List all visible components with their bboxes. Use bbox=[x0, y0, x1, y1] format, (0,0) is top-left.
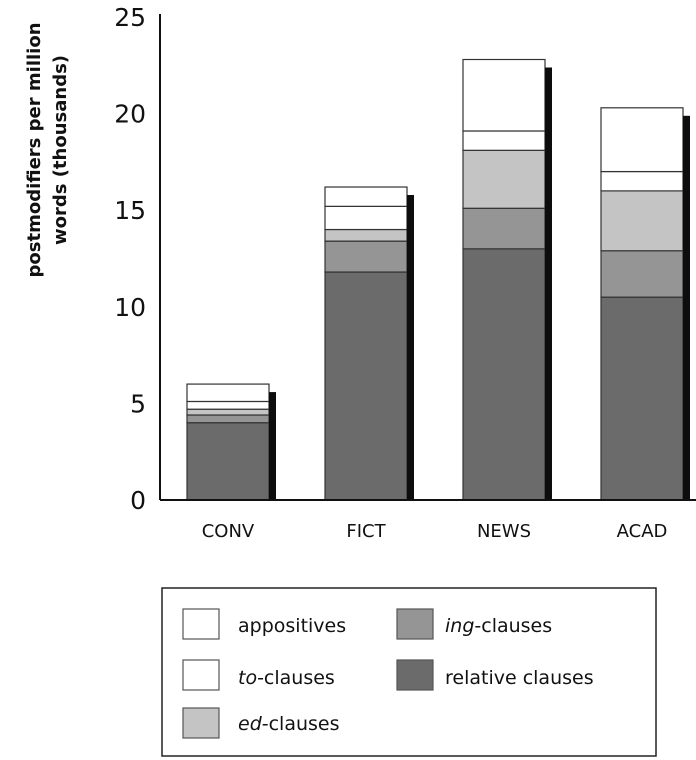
legend-swatch bbox=[182, 608, 220, 640]
y-axis-label-line1: postmodifiers per million bbox=[24, 22, 45, 277]
y-tick-label: 20 bbox=[114, 100, 146, 129]
legend-label-text: appositives bbox=[238, 615, 346, 637]
bar-stack-news bbox=[462, 58, 552, 501]
bar-stack-fict bbox=[324, 186, 414, 501]
bar-segment-to-clauses bbox=[186, 400, 270, 410]
y-tick-label: 25 bbox=[114, 3, 146, 32]
y-tick-label: 10 bbox=[114, 293, 146, 322]
bar-segment-relative-clauses bbox=[462, 248, 546, 501]
bar-shadow bbox=[683, 115, 690, 500]
x-tick-label: CONV bbox=[202, 521, 255, 542]
bar-segment-ed-clauses bbox=[186, 408, 270, 416]
bar-segment-appositives bbox=[324, 186, 408, 207]
bars bbox=[186, 58, 690, 501]
legend-label: to-clauses bbox=[238, 667, 335, 689]
bar-segment-relative-clauses bbox=[186, 422, 270, 501]
legend-swatch bbox=[396, 659, 434, 691]
bar-segment-to-clauses bbox=[462, 130, 546, 151]
y-tick-labels: 0 5 10 15 20 25 bbox=[114, 3, 146, 515]
bar-stack-acad bbox=[600, 107, 690, 501]
y-tick-label: 15 bbox=[114, 196, 146, 225]
y-axis-title: postmodifiers per million words (thousan… bbox=[24, 22, 71, 277]
bar-segment-appositives bbox=[600, 107, 684, 173]
legend-label-text: relative clauses bbox=[445, 667, 594, 689]
legend-label: ed-clauses bbox=[238, 713, 340, 735]
bar-segment-ing-clauses bbox=[462, 207, 546, 250]
bar-segment-to-clauses bbox=[600, 170, 684, 192]
legend-label-italic-part: ed bbox=[238, 713, 263, 735]
bar-segment-ing-clauses bbox=[186, 414, 270, 424]
legend-swatch bbox=[182, 659, 220, 691]
bar-segment-appositives bbox=[462, 58, 546, 132]
y-tick-label: 5 bbox=[130, 389, 146, 418]
legend-label-italic-part: ing bbox=[445, 615, 474, 637]
bar-segment-relative-clauses bbox=[324, 271, 408, 501]
bar-segment-appositives bbox=[186, 383, 270, 403]
legend-label-text: -clauses bbox=[262, 713, 340, 735]
x-tick-labels: CONV FICT NEWS ACAD bbox=[202, 521, 668, 542]
bar-segment-ed-clauses bbox=[462, 149, 546, 209]
bar-segment-ed-clauses bbox=[600, 190, 684, 252]
legend-label-text: -clauses bbox=[257, 667, 335, 689]
legend-swatch bbox=[182, 707, 220, 739]
y-tick-label: 0 bbox=[130, 486, 146, 515]
legend-label-italic-part: to bbox=[238, 667, 257, 689]
bar-segment-ing-clauses bbox=[324, 240, 408, 273]
bar-segment-ed-clauses bbox=[324, 228, 408, 242]
bar-segment-relative-clauses bbox=[600, 296, 684, 501]
bar-shadow bbox=[269, 392, 276, 500]
bar-shadow bbox=[407, 195, 414, 501]
x-tick-label: NEWS bbox=[477, 521, 531, 542]
legend-label: appositives bbox=[238, 615, 346, 637]
legend: appositivesto-clausesed-clausesing-claus… bbox=[161, 587, 657, 757]
x-tick-label: FICT bbox=[346, 521, 386, 542]
bar-segment-to-clauses bbox=[324, 205, 408, 231]
bar-segment-ing-clauses bbox=[600, 250, 684, 298]
axes bbox=[159, 14, 696, 501]
bar-stack-conv bbox=[186, 383, 276, 501]
legend-label: ing-clauses bbox=[445, 615, 552, 637]
bar-shadow bbox=[545, 67, 552, 500]
legend-label-text: -clauses bbox=[474, 615, 552, 637]
y-axis-label-line2: words (thousands) bbox=[50, 55, 71, 245]
x-tick-label: ACAD bbox=[617, 521, 668, 542]
legend-label: relative clauses bbox=[445, 667, 594, 689]
legend-swatch bbox=[396, 608, 434, 640]
